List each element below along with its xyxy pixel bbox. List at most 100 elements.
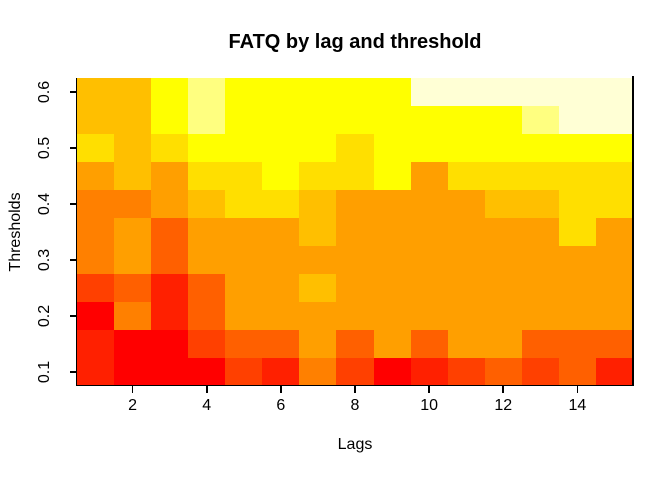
heatmap-cell: [336, 330, 374, 358]
heatmap-cell: [484, 78, 522, 106]
heatmap-cell: [521, 358, 559, 386]
x-tick-mark: [576, 386, 579, 393]
heatmap-cell: [336, 302, 374, 330]
heatmap-cell: [188, 302, 226, 330]
x-tick-label: 6: [276, 397, 286, 414]
heatmap-cell: [558, 274, 596, 302]
heatmap-cell: [299, 106, 337, 134]
x-tick-label: 12: [494, 397, 513, 414]
heatmap-cell: [225, 274, 263, 302]
heatmap-cell: [410, 330, 448, 358]
heatmap-cell: [521, 246, 559, 274]
y-tick-mark: [70, 259, 77, 261]
heatmap-cell: [595, 302, 633, 330]
heatmap-cell: [595, 246, 633, 274]
x-tick-label: 14: [568, 397, 587, 414]
x-tick-mark: [354, 386, 356, 393]
heatmap-cell: [77, 358, 115, 386]
heatmap-cell: [188, 274, 226, 302]
heatmap-cell: [77, 302, 115, 330]
heatmap-cell: [188, 134, 226, 162]
heatmap-cell: [225, 162, 263, 190]
heatmap-cell: [151, 134, 189, 162]
heatmap-cell: [225, 358, 263, 386]
heatmap-cell: [77, 190, 115, 218]
heatmap-cell: [151, 274, 189, 302]
heatmap-cell: [225, 330, 263, 358]
heatmap-cell: [484, 358, 522, 386]
heatmap-cell: [225, 218, 263, 246]
heatmap-cell: [151, 162, 189, 190]
heatmap-cell: [262, 190, 300, 218]
y-tick-label: 0.2: [36, 304, 53, 328]
x-tick-mark: [428, 386, 430, 393]
heatmap-cell: [410, 218, 448, 246]
heatmap-cell: [484, 274, 522, 302]
heatmap-cell: [225, 190, 263, 218]
heatmap-cell: [262, 78, 300, 106]
y-tick-mark: [70, 147, 77, 149]
heatmap-cell: [373, 330, 411, 358]
heatmap-cell: [484, 218, 522, 246]
heatmap-cell: [188, 190, 226, 218]
heatmap-cell: [188, 162, 226, 190]
y-tick-label: 0.4: [36, 192, 53, 216]
heatmap-cell: [225, 134, 263, 162]
heatmap-cell: [373, 358, 411, 386]
heatmap-cell: [151, 330, 189, 358]
heatmap-cell: [225, 78, 263, 106]
heatmap-cell: [558, 190, 596, 218]
heatmap-cell: [373, 274, 411, 302]
heatmap-cell: [299, 358, 337, 386]
heatmap-cell: [558, 330, 596, 358]
heatmap-cell: [558, 78, 596, 106]
heatmap-cell: [521, 218, 559, 246]
heatmap-cell: [447, 106, 485, 134]
heatmap-cell: [262, 162, 300, 190]
heatmap-cell: [558, 302, 596, 330]
heatmap-cell: [447, 162, 485, 190]
heatmap-cell: [225, 246, 263, 274]
x-tick-label: 10: [420, 397, 439, 414]
heatmap-cell: [484, 190, 522, 218]
heatmap-cell: [521, 78, 559, 106]
heatmap-cell: [484, 246, 522, 274]
heatmap-cell: [151, 302, 189, 330]
heatmap-cell: [77, 218, 115, 246]
heatmap-cell: [114, 302, 152, 330]
heatmap-cell: [410, 190, 448, 218]
y-tick-label: 0.1: [36, 360, 53, 384]
x-tick-label: 8: [350, 397, 360, 414]
y-tick-mark: [70, 91, 77, 93]
heatmap-cell: [373, 134, 411, 162]
heatmap-cell: [336, 246, 374, 274]
x-axis-title: Lags: [337, 436, 373, 453]
heatmap-cell: [188, 78, 226, 106]
heatmap-cell: [262, 330, 300, 358]
heatmap-cell: [114, 162, 152, 190]
heatmap-cell: [447, 78, 485, 106]
heatmap-cell: [77, 162, 115, 190]
y-axis-line: [76, 78, 77, 386]
heatmap-cell: [188, 246, 226, 274]
heatmap-cell: [410, 246, 448, 274]
heatmap-cell: [373, 78, 411, 106]
heatmap-cell: [299, 78, 337, 106]
heatmap-cell: [151, 190, 189, 218]
heatmap-cell: [77, 274, 115, 302]
x-tick-mark: [205, 386, 208, 393]
heatmap-cell: [188, 218, 226, 246]
heatmap-cell: [262, 134, 300, 162]
heatmap-cell: [299, 274, 337, 302]
heatmap-cell: [262, 274, 300, 302]
heatmap-cell: [558, 358, 596, 386]
heatmap-cell: [151, 218, 189, 246]
heatmap-cell: [447, 134, 485, 162]
heatmap-cell: [114, 358, 152, 386]
heatmap-cell: [521, 274, 559, 302]
heatmap-cell: [447, 246, 485, 274]
heatmap-cell: [225, 106, 263, 134]
heatmap-cell: [114, 134, 152, 162]
heatmap-cell: [558, 246, 596, 274]
heatmap-cell: [558, 162, 596, 190]
